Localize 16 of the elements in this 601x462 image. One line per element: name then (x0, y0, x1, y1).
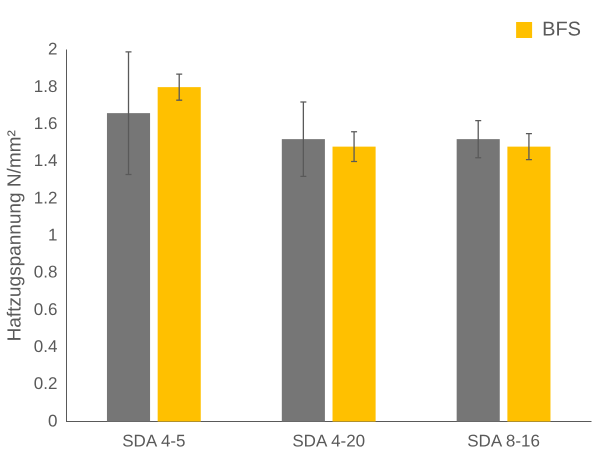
y-tick-label: 1.8 (34, 76, 58, 96)
y-tick-label: 1 (48, 225, 58, 244)
y-tick-label: 0.6 (34, 300, 58, 319)
y-tick-label: 1.4 (34, 151, 58, 170)
y-tick-label: 1.2 (34, 188, 58, 208)
y-tick-label: 0 (48, 411, 58, 430)
y-tick-label: 0.8 (34, 262, 58, 282)
y-tick-label: 1.6 (34, 114, 58, 134)
y-tick-label: 0.4 (34, 336, 58, 356)
y-axis-title: Haftzugspannung N/mm² (4, 130, 26, 342)
x-tick-label: SDA 4-5 (122, 431, 186, 450)
x-tick-label: SDA 8-16 (467, 431, 540, 450)
y-tick-label: 0.2 (34, 374, 58, 394)
x-tick-label: SDA 4-20 (292, 431, 366, 450)
y-tick-label: 2 (48, 40, 58, 59)
legend-label: BFS (542, 18, 582, 41)
